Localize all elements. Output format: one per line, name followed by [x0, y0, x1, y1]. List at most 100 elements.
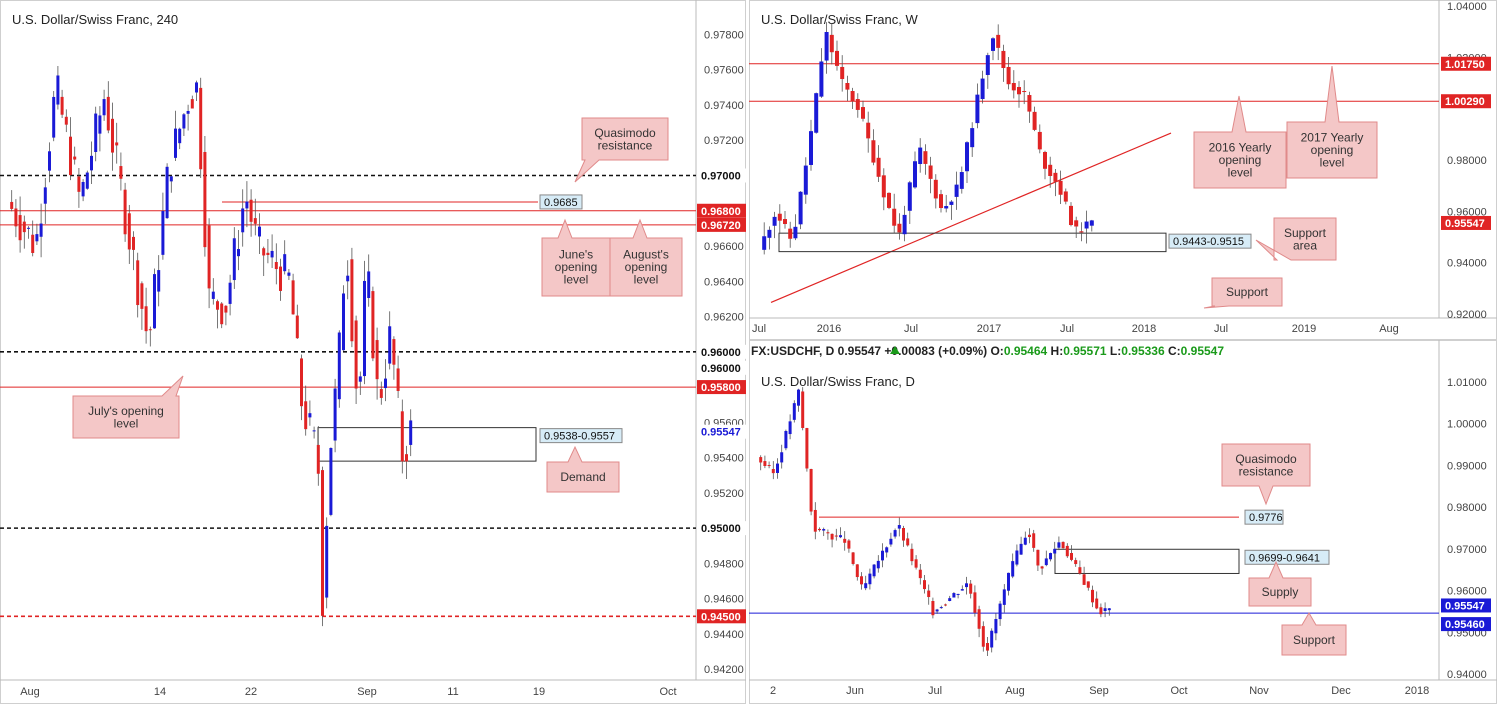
candle-w-candle: [876, 157, 881, 177]
candle-240-candle: [405, 454, 408, 462]
left-ytick: 0.96400: [704, 276, 744, 288]
candle-240-candle: [153, 274, 156, 329]
price-tag-bg: [697, 424, 746, 439]
candle-240-candle: [358, 376, 362, 382]
candle-w-candle: [1027, 95, 1032, 112]
candle-w-candle: [933, 179, 938, 199]
callout-qm-daily-text: resistance: [1239, 464, 1294, 478]
callout-demand-text: Demand: [560, 470, 605, 484]
candle-240-candle: [43, 187, 47, 204]
candle-d-candle: [792, 403, 796, 420]
panel-border: [749, 340, 1497, 704]
price-tag-label: 1.01750: [1445, 59, 1485, 71]
candle-240-candle: [371, 291, 375, 359]
candle-w-candle: [1089, 220, 1094, 226]
candle-d-candle: [788, 421, 792, 435]
candle-w-candle: [970, 128, 975, 148]
callout-support-daily: Support: [1281, 612, 1347, 656]
candle-d-candle: [805, 428, 809, 469]
info-value: 0.95464: [1004, 344, 1048, 358]
info-value: +0.00083 (+0.09%): [884, 344, 987, 358]
candle-240-candle: [22, 221, 26, 233]
chart-weekly[interactable]: U.S. Dollar/Swiss Franc, W1.040001.02000…: [749, 0, 1497, 340]
candle-w-candle: [871, 140, 876, 163]
left-ytick: 0.97800: [704, 29, 744, 41]
candle-240-candle: [69, 136, 72, 176]
price-tag-bg: [697, 203, 746, 218]
callout-support-bubble: [1203, 277, 1283, 309]
candle-240-candle: [253, 218, 257, 224]
qm-tag: [1244, 509, 1284, 525]
weekly-xtick: Jul: [752, 323, 766, 335]
candle-d-candle: [784, 431, 788, 449]
candle-240-candle: [392, 339, 396, 365]
candle-240-candle: [127, 213, 131, 250]
price-tag-label: 0.95800: [701, 382, 741, 394]
info-value: 0.95571: [1063, 344, 1107, 358]
candle-240-candle: [312, 430, 316, 432]
callout-july-text: level: [114, 416, 139, 430]
price-tag-label: 0.96720: [701, 220, 741, 232]
candle-d-candle: [1091, 589, 1094, 603]
candle-d-candle: [834, 535, 838, 537]
chart-weekly-canvas[interactable]: U.S. Dollar/Swiss Franc, W1.040001.02000…: [749, 0, 1497, 340]
candle-240-candle: [48, 151, 51, 171]
candle-240-candle: [190, 99, 194, 109]
info-value: FX:USDCHF, D: [751, 344, 835, 358]
candle-w-candle: [861, 107, 865, 119]
candle-240-candle: [132, 236, 135, 250]
candle-w-candle: [788, 228, 793, 239]
candle-w-candle: [1037, 131, 1042, 150]
candle-w-candle: [996, 34, 1001, 48]
candle-240-candle: [379, 389, 383, 398]
candle-d-candle: [776, 463, 779, 473]
price-tag-label: 0.96000: [701, 363, 741, 375]
weekly-xtick: Jul: [1060, 323, 1074, 335]
candle-d-candle: [897, 525, 901, 529]
candle-w-candle: [1017, 87, 1021, 95]
chart-daily-canvas[interactable]: FX:USDCHF, D 0.95547 +0.00083 (+0.09%) O…: [749, 340, 1497, 704]
daily-ytick: 0.96000: [1447, 586, 1487, 598]
daily-ytick: 1.00000: [1447, 419, 1487, 431]
short-level-tag: [539, 194, 583, 210]
daily-xtick: Jun: [846, 685, 864, 697]
candle-d-candle: [843, 538, 847, 543]
chart-240-canvas[interactable]: U.S. Dollar/Swiss Franc, 240 0.97800 0.976…: [0, 0, 746, 704]
candle-d-candle: [818, 528, 821, 531]
callout-support: Support: [1203, 277, 1283, 309]
price-tag-bg: [697, 344, 746, 359]
daily-xtick: Aug: [1005, 685, 1025, 697]
zone-tag-text: 0.9699-0.9641: [1249, 552, 1320, 564]
candle-240-candle: [325, 525, 329, 598]
candle-d-candle: [893, 530, 897, 537]
zone-tag-text: 0.9538-0.9557: [544, 431, 615, 443]
candle-d-candle: [1082, 574, 1086, 585]
price-tag-label: 0.95547: [1445, 600, 1485, 612]
candle-w-candle: [762, 236, 767, 250]
candle-240-candle: [363, 280, 366, 377]
candle-d-candle: [1049, 553, 1052, 560]
candle-240-candle: [90, 155, 93, 171]
candle-d-candle: [1040, 566, 1044, 569]
candle-w-candle: [1001, 50, 1006, 69]
candle-d-candle: [969, 583, 973, 594]
candle-d-candle: [767, 465, 771, 467]
chart-title: U.S. Dollar/Swiss Franc, 240: [12, 12, 178, 27]
candle-240-candle: [316, 444, 320, 474]
candle-d-candle: [1061, 541, 1065, 549]
candle-d-candle: [1011, 561, 1015, 577]
price-tag-label: 0.95547: [1445, 218, 1485, 230]
chart-daily[interactable]: FX:USDCHF, D 0.95547 +0.00083 (+0.09%) O…: [749, 340, 1497, 704]
candle-d-candle: [1074, 560, 1078, 565]
callout-august-text: opening: [625, 260, 668, 274]
left-xtick: Oct: [659, 686, 676, 698]
chart-240[interactable]: U.S. Dollar/Swiss Franc, 240 0.97800 0.976…: [0, 0, 746, 704]
candle-w-candle: [975, 94, 980, 124]
callout-june-bubble: [541, 218, 611, 297]
callout-support-area-bubble: [1255, 217, 1337, 261]
daily-xtick: Nov: [1249, 685, 1269, 697]
candle-w-candle: [913, 161, 917, 188]
candle-w-candle: [923, 151, 928, 164]
